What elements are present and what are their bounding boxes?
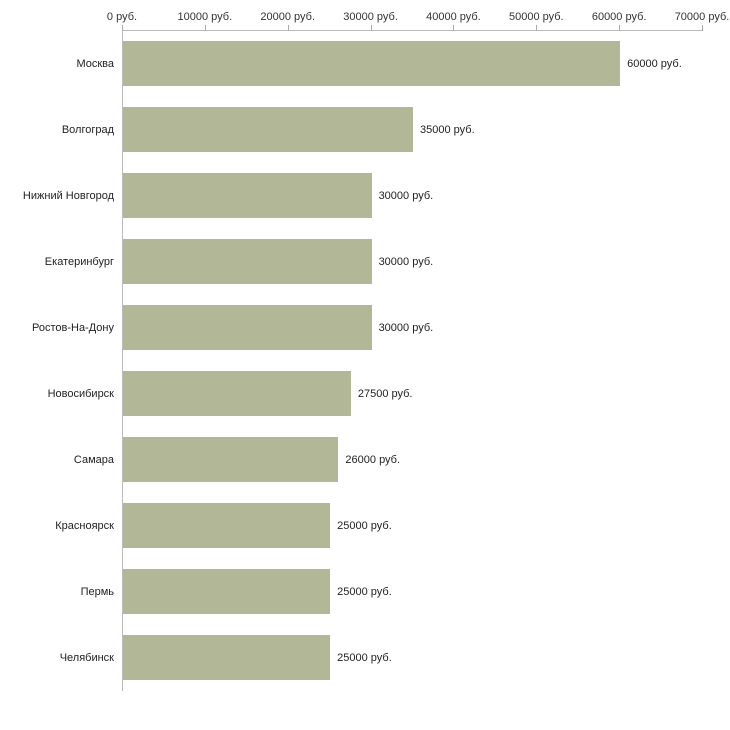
category-label: Красноярск — [55, 520, 114, 532]
x-axis-tick-label: 0 руб. — [106, 11, 138, 23]
x-axis-tick-mark — [702, 25, 703, 31]
category-label: Ростов-На-Дону — [31, 322, 114, 334]
chart-row: Челябинск 25000 руб. — [0, 625, 730, 691]
value-label: 25000 руб. — [337, 652, 392, 664]
x-axis-tick-label: 10000 руб. — [177, 11, 233, 23]
bar — [123, 173, 372, 218]
chart-row: Самара 26000 руб. — [0, 427, 730, 493]
value-label: 25000 руб. — [337, 586, 392, 598]
value-label: 30000 руб. — [378, 256, 434, 268]
chart-rows: Москва 60000 руб. Волгоград 35000 руб. Нижни… — [0, 31, 730, 691]
bar — [123, 239, 372, 284]
bar — [123, 41, 621, 86]
left-axis-line — [122, 30, 123, 691]
x-axis-tick-label: 60000 руб. — [591, 11, 647, 23]
x-axis-tick-mark — [122, 25, 123, 31]
value-label: 27500 руб. — [357, 388, 413, 400]
x-axis-tick-mark — [287, 25, 289, 31]
x-axis-tick-mark — [204, 25, 206, 31]
top-axis-line — [122, 30, 702, 31]
bar — [123, 107, 413, 152]
category-label: Самара — [73, 454, 114, 466]
chart-row: Москва 60000 руб. — [0, 31, 730, 97]
chart-row: Екатеринбург 30000 руб. — [0, 229, 730, 295]
x-axis-tick-label: 70000 руб. — [674, 11, 730, 23]
x-axis-tick-mark — [453, 25, 455, 31]
category-label: Москва — [76, 58, 114, 70]
x-axis-tick-label: 50000 руб. — [508, 11, 564, 23]
value-label: 26000 руб. — [345, 454, 401, 466]
x-axis-tick-label: 20000 руб. — [260, 11, 316, 23]
value-label: 60000 руб. — [627, 58, 682, 70]
bar — [123, 569, 331, 614]
chart-row: Красноярск 25000 руб. — [0, 493, 730, 559]
bar — [123, 503, 331, 548]
x-axis-tick-label: 30000 руб. — [343, 11, 398, 23]
bar — [123, 635, 331, 680]
chart-row: Ростов-На-Дону 30000 руб. — [0, 295, 730, 361]
bar — [123, 437, 339, 482]
x-axis-tick-mark — [370, 25, 372, 31]
category-label: Пермь — [80, 586, 114, 598]
chart-row: Волгоград 35000 руб. — [0, 97, 730, 163]
chart-row: Пермь 25000 руб. — [0, 559, 730, 625]
bar — [123, 305, 372, 350]
x-axis-tick-label: 40000 руб. — [426, 11, 481, 23]
x-axis-tick-mark — [536, 25, 538, 31]
x-axis-tick-mark — [619, 25, 621, 31]
category-label: Челябинск — [59, 652, 114, 664]
category-label: Екатеринбург — [44, 256, 114, 268]
category-label: Нижний Новгород — [22, 190, 114, 202]
value-label: 35000 руб. — [420, 124, 475, 136]
value-label: 25000 руб. — [337, 520, 392, 532]
value-label: 30000 руб. — [378, 322, 434, 334]
category-label: Новосибирск — [47, 388, 114, 400]
chart-row: Нижний Новгород 30000 руб. — [0, 163, 730, 229]
category-label: Волгоград — [61, 124, 114, 136]
bar — [123, 371, 351, 416]
value-label: 30000 руб. — [378, 190, 434, 202]
chart-row: Новосибирск 27500 руб. — [0, 361, 730, 427]
